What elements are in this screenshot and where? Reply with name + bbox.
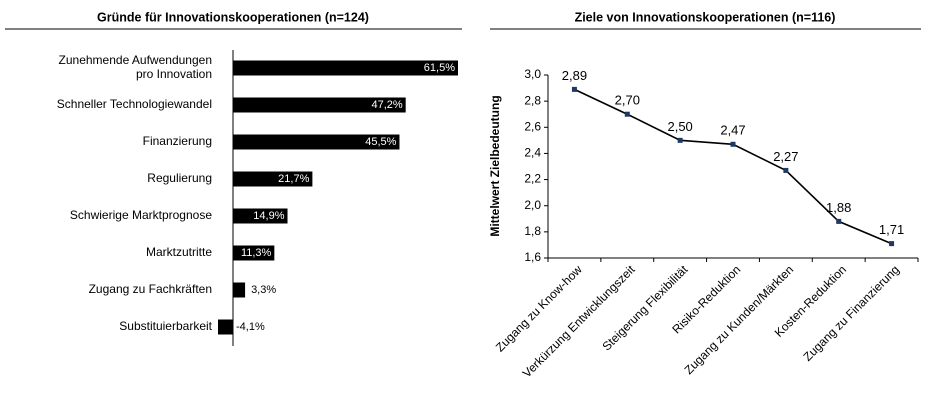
y-tick-label: 3,0 [524, 67, 541, 81]
y-tick-label: 2,2 [524, 172, 541, 186]
bar [233, 60, 458, 76]
bar [233, 245, 275, 261]
category-label: Finanzierung [143, 134, 212, 148]
line [574, 88, 892, 245]
bar [218, 319, 233, 335]
marker [677, 137, 683, 143]
value-label: -4,1% [236, 321, 265, 333]
marker [624, 111, 630, 117]
y-tick-label: 2,8 [524, 93, 541, 107]
chart-title: Gründe für Innovationskooperationen (n=1… [97, 10, 369, 24]
bar [233, 97, 406, 113]
value-label: 21,7% [278, 173, 309, 185]
category-label: Substituierbarkeit [119, 319, 212, 333]
value-label: 2,27 [773, 149, 798, 164]
value-label: 1,71 [879, 222, 904, 237]
bar [233, 208, 288, 224]
marker [889, 241, 895, 247]
y-axis-label: Mittelwert Zielbedeutung [488, 95, 502, 236]
x-tick-label: Zugang zu Kunden/Märkten [682, 262, 797, 377]
value-label: 3,3% [251, 284, 276, 296]
y-tick-label: 1,8 [524, 224, 541, 238]
value-label: 1,88 [826, 200, 851, 215]
marker [836, 218, 842, 224]
category-label: Zunehmende Aufwendungen pro Innovation [59, 53, 212, 81]
category-label: Schneller Technologiewandel [57, 97, 212, 111]
x-tick-label: Zugang zu Finanzierung [801, 262, 902, 363]
value-label: 45,5% [365, 136, 396, 148]
marker [783, 167, 789, 173]
category-label: Zugang zu Fachkräften [89, 282, 212, 296]
category-label: Schwierige Marktprognose [70, 208, 212, 222]
category-label: Marktzutritte [146, 245, 212, 259]
value-label: 2,47 [720, 123, 745, 138]
chart-title: Ziele von Innovationskooperationen (n=11… [575, 10, 836, 24]
bar [233, 171, 313, 187]
value-label: 47,2% [371, 99, 402, 111]
value-label: 2,50 [667, 119, 692, 134]
y-tick-label: 2,6 [524, 119, 541, 133]
value-label: 14,9% [253, 210, 284, 222]
y-tick-label: 2,4 [524, 146, 541, 160]
y-tick-label: 2,0 [524, 198, 541, 212]
x-tick-label: Verkürzung Entwicklungszeit [520, 262, 638, 380]
category-label: Regulierung [147, 171, 212, 185]
bar [233, 134, 400, 150]
marker [571, 86, 577, 92]
x-tick-label: Zugang zu Know-how [493, 262, 585, 354]
bar [233, 282, 246, 298]
value-label: 61,5% [424, 62, 455, 74]
value-label: 2,70 [615, 93, 640, 108]
value-label: 11,3% [241, 247, 272, 259]
value-label: 2,89 [562, 68, 587, 83]
marker [730, 141, 736, 147]
y-tick-label: 1,6 [524, 250, 541, 264]
